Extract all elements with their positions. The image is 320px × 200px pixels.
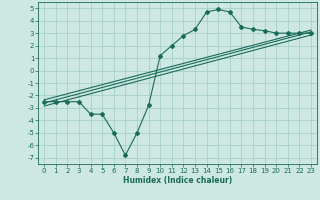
X-axis label: Humidex (Indice chaleur): Humidex (Indice chaleur) xyxy=(123,176,232,185)
